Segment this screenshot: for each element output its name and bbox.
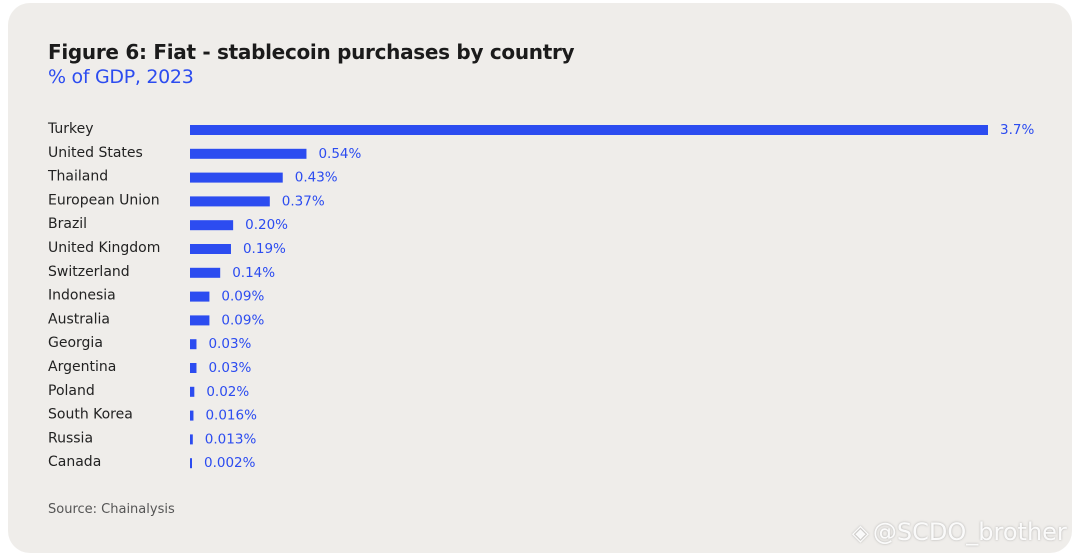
- chart-card: [8, 3, 1072, 553]
- bar: [190, 220, 234, 231]
- value-label: 3.7%: [1000, 122, 1034, 138]
- bar: [190, 196, 270, 207]
- category-label: Brazil: [48, 216, 87, 232]
- bar: [190, 410, 194, 421]
- bar: [190, 148, 307, 159]
- category-label: Thailand: [47, 169, 108, 185]
- bar: [190, 244, 231, 254]
- category-label: Canada: [48, 454, 101, 470]
- value-label: 0.03%: [208, 336, 251, 352]
- bar: [190, 458, 192, 469]
- category-label: Australia: [48, 311, 110, 327]
- category-label: United Kingdom: [48, 240, 160, 256]
- bar: [190, 315, 210, 326]
- category-label: European Union: [48, 192, 160, 208]
- bar: [190, 291, 210, 302]
- category-label: Argentina: [48, 359, 116, 375]
- value-label: 0.37%: [282, 193, 325, 209]
- value-label: 0.14%: [232, 265, 275, 281]
- category-label: United States: [48, 145, 143, 161]
- category-label: Switzerland: [48, 264, 130, 280]
- bar: [190, 339, 197, 350]
- category-label: Turkey: [47, 121, 94, 137]
- value-label: 0.20%: [245, 217, 288, 233]
- watermark-text: @SCDO_brother: [872, 518, 1067, 546]
- value-label: 0.013%: [205, 431, 257, 447]
- bar: [190, 386, 195, 397]
- value-label: 0.002%: [204, 455, 256, 471]
- chart-subtitle: % of GDP, 2023: [48, 66, 194, 88]
- bar: [190, 434, 193, 445]
- bar: [190, 125, 988, 135]
- chart-title: Figure 6: Fiat - stablecoin purchases by…: [48, 40, 575, 64]
- category-label: South Korea: [48, 407, 133, 423]
- value-label: 0.03%: [208, 360, 251, 376]
- value-label: 0.09%: [221, 289, 264, 305]
- value-label: 0.09%: [221, 312, 264, 328]
- value-label: 0.54%: [318, 146, 361, 162]
- category-label: Poland: [48, 383, 95, 399]
- category-label: Georgia: [48, 335, 103, 351]
- bar: [190, 267, 221, 278]
- value-label: 0.016%: [205, 408, 257, 424]
- binance-logo-icon: ◈: [852, 521, 869, 546]
- value-label: 0.19%: [243, 241, 286, 257]
- watermark: ◈ @SCDO_brother: [852, 518, 1067, 546]
- bar: [190, 363, 197, 373]
- value-label: 0.02%: [206, 384, 249, 400]
- category-label: Indonesia: [48, 288, 116, 304]
- category-label: Russia: [48, 430, 93, 446]
- bar: [190, 172, 283, 183]
- source-note: Source: Chainalysis: [48, 502, 175, 517]
- value-label: 0.43%: [295, 170, 338, 186]
